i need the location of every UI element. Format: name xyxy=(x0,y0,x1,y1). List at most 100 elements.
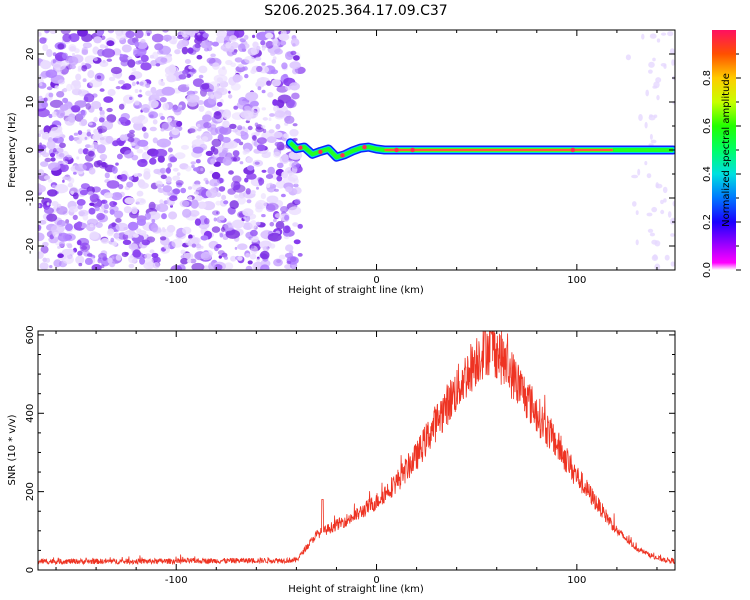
noise-blob xyxy=(39,82,43,87)
noise-blob xyxy=(210,158,216,165)
noise-blob xyxy=(136,81,140,85)
noise-blob xyxy=(152,51,159,60)
noise-blob xyxy=(198,105,205,112)
noise-blob xyxy=(648,115,656,121)
noise-blob xyxy=(39,37,47,44)
noise-blob xyxy=(99,153,108,160)
noise-blob xyxy=(290,50,297,56)
noise-blob xyxy=(167,117,173,123)
noise-blob xyxy=(46,49,53,58)
snr-y-label: SNR (10 * v/v) xyxy=(7,414,18,485)
noise-blob xyxy=(51,111,58,118)
noise-blob xyxy=(92,134,101,141)
noise-blob xyxy=(292,222,299,227)
colorbar-tick-label: 0.0 xyxy=(702,262,713,278)
noise-blob xyxy=(670,233,675,237)
noise-blob xyxy=(158,112,164,118)
noise-blob xyxy=(152,137,158,144)
noise-blob xyxy=(121,44,132,53)
x-tick-label: 100 xyxy=(567,275,586,286)
noise-blob xyxy=(149,157,157,165)
noise-blob xyxy=(652,57,656,62)
noise-blob xyxy=(297,223,303,229)
noise-blob xyxy=(119,134,126,141)
noise-blob xyxy=(238,43,246,52)
noise-blob xyxy=(118,103,125,110)
noise-blob xyxy=(178,74,187,80)
noise-blob xyxy=(138,182,149,189)
track-hotspot xyxy=(340,153,345,158)
noise-blob xyxy=(168,211,178,220)
noise-blob xyxy=(93,143,99,150)
noise-blob xyxy=(154,148,168,158)
noise-blob xyxy=(169,136,173,140)
noise-blob xyxy=(149,249,155,254)
noise-blob xyxy=(50,157,56,162)
noise-blob xyxy=(275,180,286,189)
figure-title: S206.2025.364.17.09.C37 xyxy=(264,3,447,19)
noise-blob xyxy=(245,265,253,270)
noise-blob xyxy=(79,189,89,196)
noise-blob xyxy=(130,175,139,183)
noise-blob xyxy=(127,59,136,68)
noise-blob xyxy=(127,137,135,143)
noise-blob xyxy=(292,123,298,127)
noise-blob xyxy=(45,69,58,78)
noise-blob xyxy=(139,257,146,265)
noise-blob xyxy=(176,172,181,177)
noise-blob xyxy=(42,241,49,247)
noise-blob xyxy=(202,114,212,122)
noise-blob xyxy=(116,153,123,160)
noise-blob xyxy=(250,190,256,195)
noise-blob xyxy=(641,33,645,40)
noise-blob xyxy=(46,140,56,150)
noise-blob xyxy=(205,150,214,156)
noise-blob xyxy=(273,151,281,158)
noise-blob xyxy=(193,191,199,195)
noise-blob xyxy=(267,166,276,175)
noise-blob xyxy=(169,156,178,163)
noise-blob xyxy=(289,261,298,270)
noise-blob xyxy=(99,61,109,67)
y-tick-label: -20 xyxy=(25,238,36,254)
noise-blob xyxy=(233,105,239,110)
noise-blob xyxy=(111,222,116,228)
noise-blob xyxy=(246,173,257,180)
noise-blob xyxy=(288,206,302,216)
noise-blob xyxy=(103,203,109,210)
noise-blob xyxy=(110,66,122,75)
noise-blob xyxy=(631,174,639,179)
noise-blob xyxy=(278,254,286,260)
noise-blob xyxy=(237,256,243,261)
noise-blob xyxy=(62,176,68,180)
noise-blob xyxy=(129,96,133,101)
noise-blob xyxy=(72,214,78,221)
noise-blob xyxy=(215,200,222,206)
noise-blob xyxy=(184,59,191,64)
noise-blob xyxy=(111,166,118,174)
noise-blob xyxy=(44,207,54,214)
noise-blob xyxy=(159,236,167,241)
noise-blob xyxy=(647,228,654,233)
noise-blob xyxy=(40,245,49,254)
noise-blob xyxy=(121,251,129,258)
noise-blob xyxy=(222,148,229,153)
noise-blob xyxy=(38,204,41,208)
noise-blob xyxy=(282,225,291,234)
noise-blob xyxy=(289,256,297,263)
noise-blob xyxy=(115,86,121,90)
noise-blob xyxy=(56,203,62,209)
noise-blob xyxy=(96,75,102,79)
noise-blob xyxy=(187,128,196,134)
noise-blob xyxy=(247,125,253,131)
noise-blob xyxy=(82,42,92,49)
noise-blob xyxy=(180,257,189,265)
noise-blob xyxy=(93,57,98,62)
noise-blob xyxy=(158,45,171,55)
noise-blob xyxy=(267,232,282,242)
noise-blob xyxy=(254,161,260,165)
noise-blob xyxy=(191,164,195,169)
noise-blob xyxy=(261,214,266,218)
noise-blob xyxy=(43,125,51,135)
noise-blob xyxy=(654,240,661,247)
